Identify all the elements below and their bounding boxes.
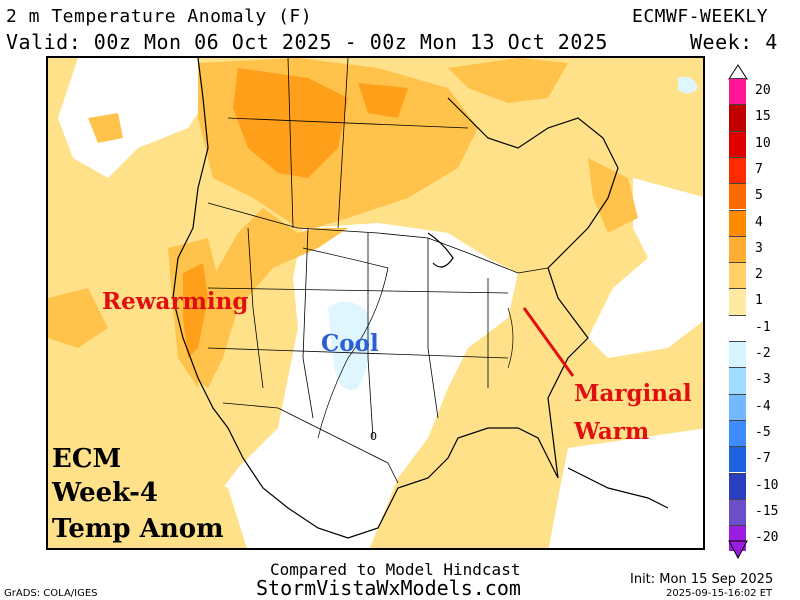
legend-label: 4 [755,214,763,230]
hudson-warm [448,58,568,103]
valid-period: Valid: 00z Mon 06 Oct 2025 - 00z Mon 13 … [6,30,608,54]
borders [207,58,549,484]
legend-label: 5 [755,188,763,204]
legend-label: 7 [755,161,763,177]
cool-anomaly-labrador [678,76,698,94]
legend-label: -10 [755,477,779,493]
legend-swatch [729,419,746,447]
atlantic-near-normal [588,178,703,358]
legend-label: 2 [755,267,763,283]
legend-swatch [729,367,746,394]
contour-zero-label: 0 [370,430,377,443]
temp-anom-label: Temp Anom [52,514,224,544]
week-label: Week: 4 [690,30,778,54]
california-core-warm [183,263,208,358]
pacific-near-normal [58,58,208,178]
nunavut-core-warm [358,83,408,118]
cool-label: Cool [321,330,379,357]
warm-label: Warm [574,418,650,445]
anomaly-map [48,58,703,548]
legend-swatch [729,156,746,184]
legend-swatch [729,104,746,131]
model-name: ECMWF-WEEKLY [632,6,769,27]
color-legend [729,78,746,552]
cool-anomaly-plains [328,301,372,390]
pacific-warm-patch [88,113,123,143]
site-credit: StormVistaWxModels.com [256,576,521,600]
legend-swatch [729,262,746,289]
rewarming-label: Rewarming [102,288,249,315]
legend-label: -20 [755,530,779,546]
map-panel: Rewarming Cool Marginal Warm ECM Week-4 … [46,56,705,550]
east-pacific-field [48,458,247,548]
legend-label: 3 [755,240,763,256]
grads-credit: GrADS: COLA/IGES [4,588,98,599]
legend-swatch [729,130,746,157]
legend-swatch [729,446,746,473]
legend-label: -7 [755,451,771,467]
ecm-label: ECM [52,444,122,474]
offshore-warm-patch [48,288,108,348]
legend-swatch [729,288,746,315]
legend-swatch [729,78,746,105]
arctic-field [178,58,703,88]
legend-swatch [729,393,746,420]
coastlines [172,58,669,539]
legend-swatch [729,341,746,368]
legend-swatch [729,183,746,210]
chart-title: 2 m Temperature Anomaly (F) [6,6,313,27]
maritime-warm [588,158,638,233]
caribbean-near-normal [548,428,703,548]
legend-swatch [729,235,746,263]
central-near-normal [208,223,518,548]
marginal-warm-pointer [522,307,575,377]
legend-label: -5 [755,424,771,440]
zero-contours [302,247,514,439]
marginal-label: Marginal [574,380,692,407]
legend-label: 15 [755,109,771,125]
legend-swatch [729,498,746,526]
legend-label: 10 [755,135,771,151]
legend-label: -4 [755,398,771,414]
legend-label: -3 [755,372,771,388]
hindcast-note: Compared to Model Hindcast [270,560,521,579]
legend-label: -15 [755,503,779,519]
legend-swatch [729,209,746,236]
week4-label: Week-4 [52,478,159,508]
init-time: Init: Mon 15 Sep 2025 [630,572,774,587]
render-stamp: 2025-09-15-16:02 ET [666,588,773,599]
legend-label: -1 [755,319,771,335]
canada-core-warm [233,68,348,178]
legend-label: -2 [755,346,771,361]
legend-swatch [729,472,746,499]
legend-bottom-arrow [728,540,748,560]
legend-swatch [729,314,746,341]
legend-label: 20 [755,83,771,98]
legend-label: 1 [755,293,763,309]
